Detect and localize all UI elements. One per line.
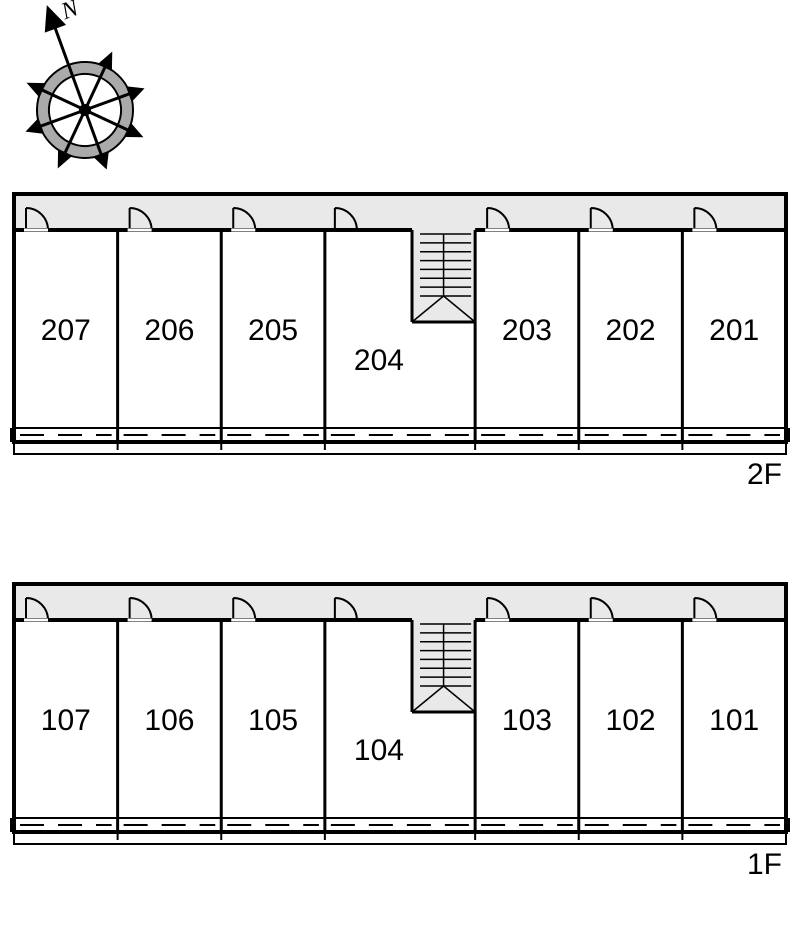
compass-rose: N [15, 0, 175, 185]
room-label-106: 106 [144, 704, 194, 737]
floor-f1: 1071061051041031021011F [10, 580, 790, 868]
room-label-102: 102 [606, 704, 656, 737]
room-label-207: 207 [41, 314, 91, 347]
floor-plan-f1: 107 106 105 104 103 102 101 [10, 580, 790, 868]
room-label-201: 201 [709, 314, 759, 347]
room-label-202: 202 [606, 314, 656, 347]
room-label-104: 104 [354, 734, 404, 767]
room-label-103: 103 [502, 704, 552, 737]
floor-f2: 2072062052042032022012F [10, 190, 790, 478]
room-label-107: 107 [41, 704, 91, 737]
room-label-205: 205 [248, 314, 298, 347]
floor-label-f1: 1F [747, 848, 782, 882]
room-label-105: 105 [248, 704, 298, 737]
room-label-206: 206 [144, 314, 194, 347]
floorplan-page: N 207 206 205 [0, 0, 800, 940]
floor-label-f2: 2F [747, 458, 782, 492]
room-label-101: 101 [709, 704, 759, 737]
floor-plan-f2: 207 206 205 204 203 202 201 [10, 190, 790, 478]
compass-svg: N [15, 0, 175, 180]
room-label-203: 203 [502, 314, 552, 347]
room-label-204: 204 [354, 344, 404, 377]
